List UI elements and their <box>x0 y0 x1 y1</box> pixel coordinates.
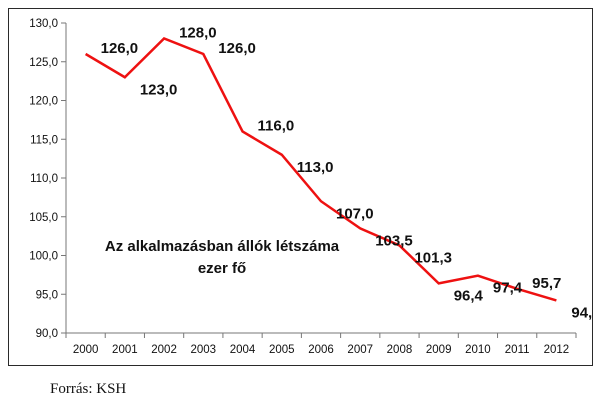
x-tick-label: 2004 <box>230 344 256 356</box>
data-label: 113,0 <box>297 159 334 176</box>
x-tick-label: 2000 <box>73 344 99 356</box>
chart-title-line-2: ezer fő <box>198 260 246 277</box>
data-labels: 126,0123,0128,0126,0116,0113,0107,0103,5… <box>101 25 592 322</box>
x-tick-label: 2010 <box>465 344 491 356</box>
data-label: 116,0 <box>258 118 295 135</box>
data-label: 128,0 <box>179 25 217 42</box>
x-tick-label: 2012 <box>544 344 570 356</box>
y-tick-label: 95,0 <box>36 289 58 301</box>
x-tick-label: 2005 <box>269 344 295 356</box>
y-tick-label: 115,0 <box>30 134 58 146</box>
data-label: 123,0 <box>140 81 178 98</box>
data-label: 97,4 <box>493 280 523 297</box>
data-label: 103,5 <box>375 232 413 249</box>
y-tick-label: 125,0 <box>29 57 58 69</box>
x-tick-label: 2009 <box>426 344 452 356</box>
chart-frame: 90,0 95,0 100,0 105,0 110,0 115,0 120,0 125,0 13… <box>8 8 593 366</box>
line-chart: 90,0 95,0 100,0 105,0 110,0 115,0 120,0 125,0 13… <box>29 18 592 356</box>
x-tick-label: 2006 <box>308 344 334 356</box>
y-tick-label: 90,0 <box>36 328 58 340</box>
x-axis-ticks: 2000 2001 2002 2003 2004 2005 2006 2007 2008 2009… <box>65 333 577 356</box>
y-axis-ticks: 90,0 95,0 100,0 105,0 110,0 115,0 120,0 125,0 13… <box>29 18 66 340</box>
data-label: 107,0 <box>336 205 374 222</box>
data-label: 126,0 <box>218 40 256 57</box>
data-label: 101,3 <box>414 249 452 266</box>
data-label: 95,7 <box>532 275 561 292</box>
x-tick-label: 2007 <box>347 344 373 356</box>
chart-title-line-1: Az alkalmazásban állók létszáma <box>105 238 340 255</box>
source-note: Forrás: KSH <box>50 381 127 397</box>
x-tick-label: 2002 <box>151 344 177 356</box>
y-tick-label: 100,0 <box>29 251 58 263</box>
x-tick-label: 2001 <box>112 344 138 356</box>
x-tick-label: 2003 <box>191 344 217 356</box>
data-label: 94,2 <box>571 304 592 321</box>
y-tick-label: 130,0 <box>29 18 58 30</box>
x-tick-label: 2008 <box>387 344 413 356</box>
y-tick-label: 105,0 <box>29 212 58 224</box>
data-label: 96,4 <box>454 287 484 304</box>
y-tick-label: 120,0 <box>29 96 58 108</box>
x-tick-label: 2011 <box>505 344 530 356</box>
data-label: 126,0 <box>101 40 139 57</box>
series-line <box>84 37 557 302</box>
y-tick-label: 110,0 <box>30 173 58 185</box>
